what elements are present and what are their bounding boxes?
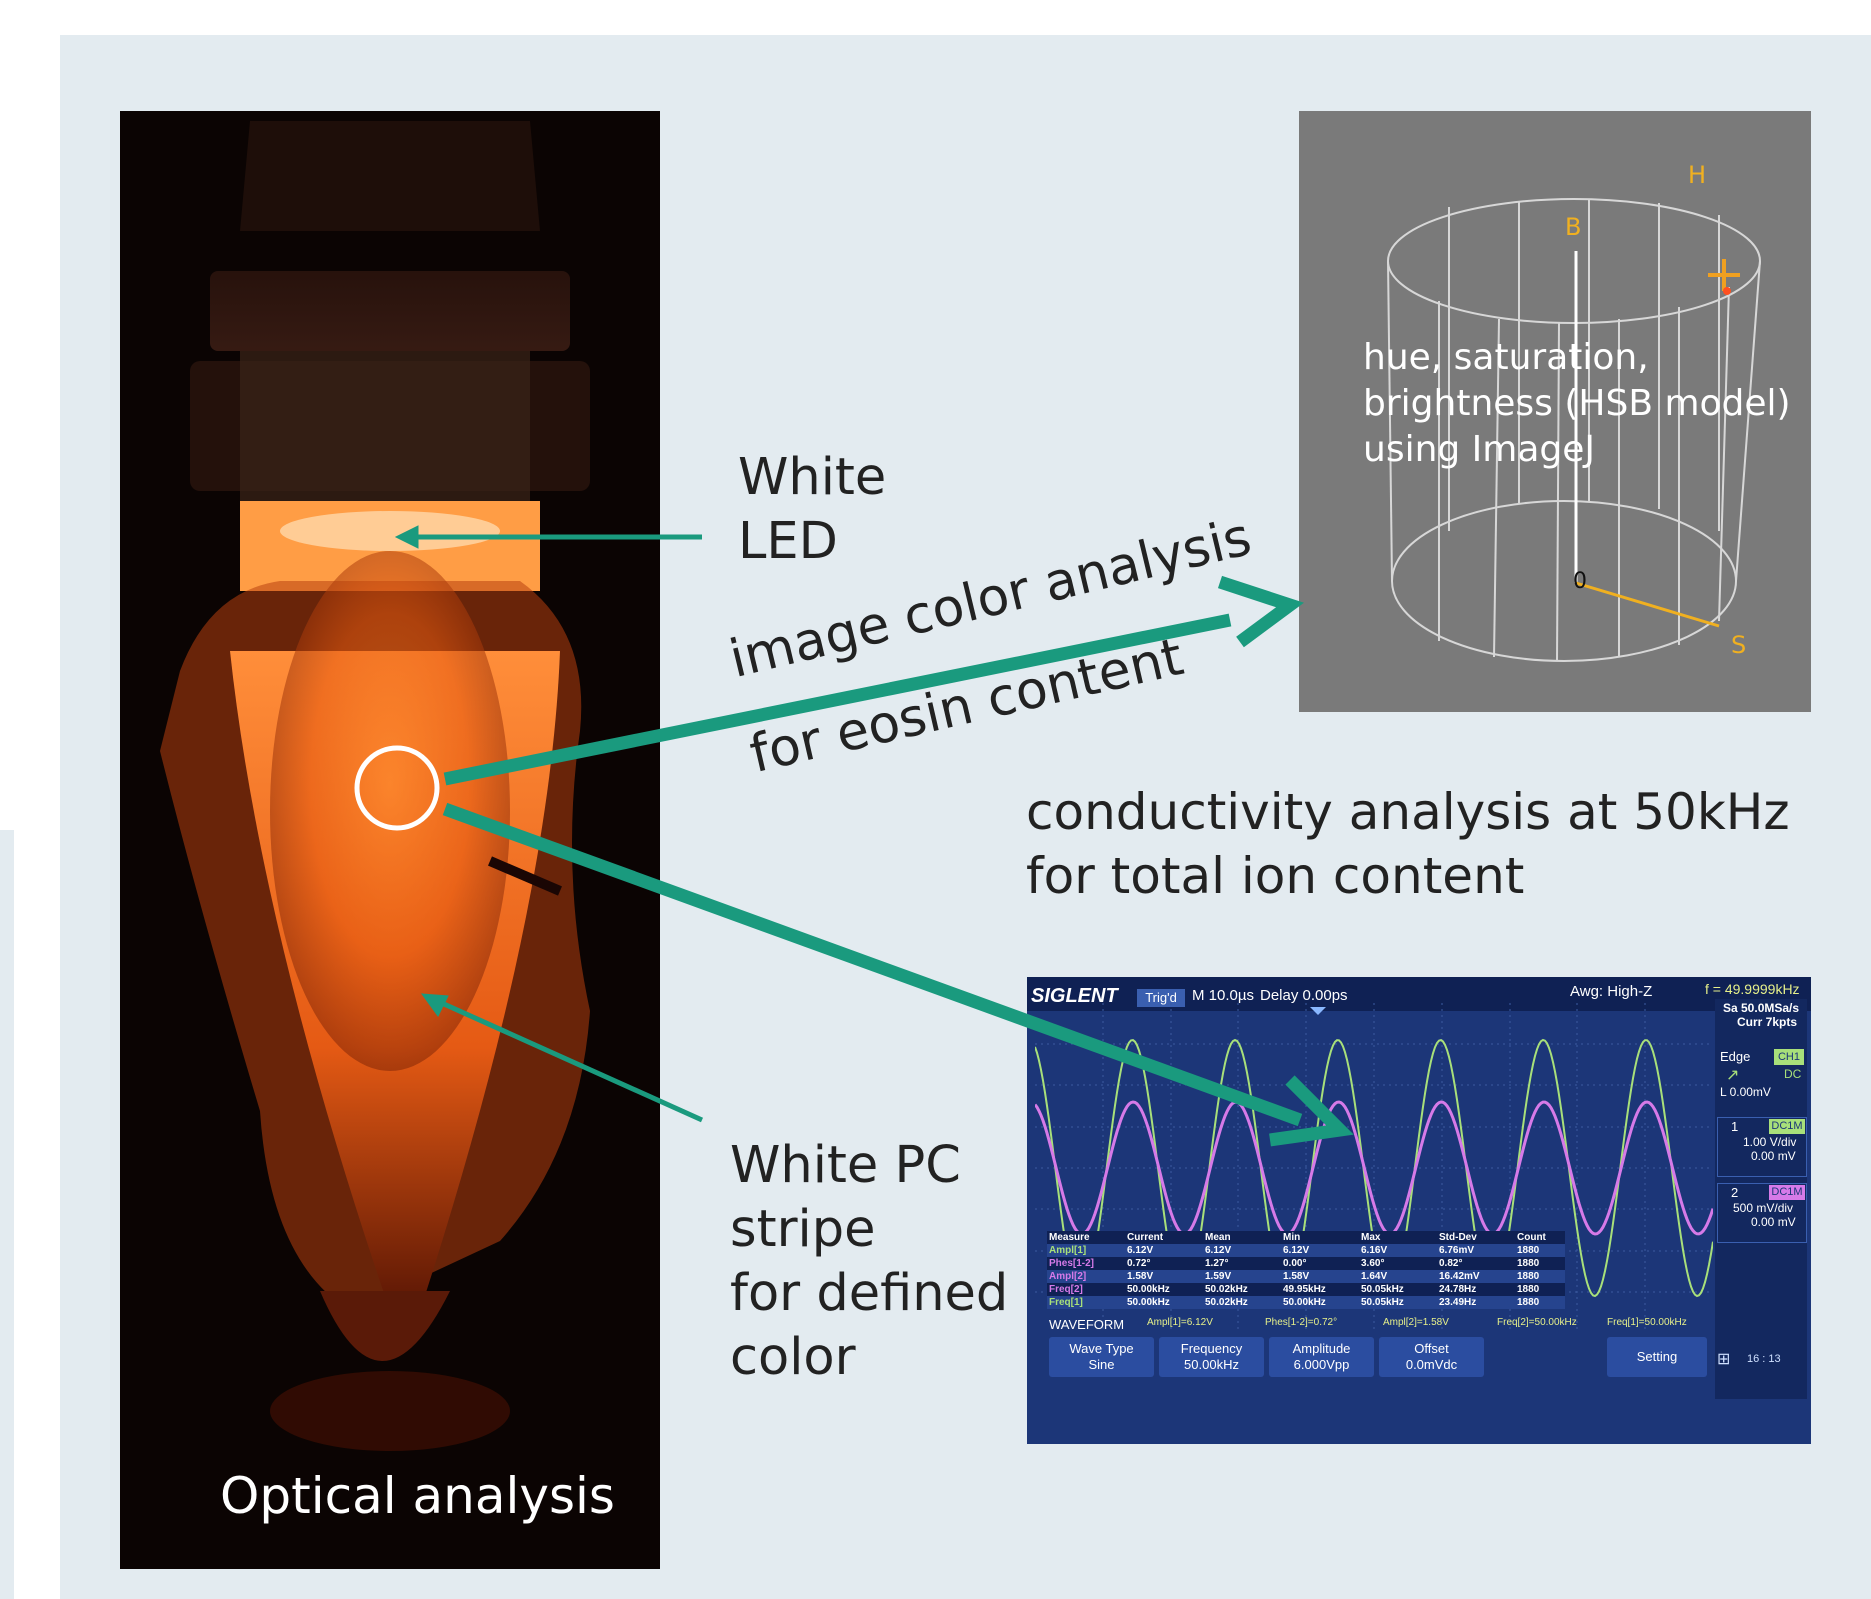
table-cell: Ampl[2] xyxy=(1047,1270,1125,1283)
sample-rate-label: Sa 50.0MSa/s xyxy=(1723,1001,1800,1015)
ch2-num: 2 xyxy=(1731,1185,1739,1200)
amplitude-button[interactable]: Amplitude 6.000Vpp xyxy=(1269,1337,1374,1377)
ch1-trigger-badge: CH1 xyxy=(1774,1049,1804,1065)
left-edge-strip xyxy=(0,830,14,1599)
ch1-scale: 1.00 V/div xyxy=(1743,1135,1797,1149)
hsb-cylinder xyxy=(1387,198,1761,662)
ch1-coupling-badge: DC1M xyxy=(1769,1119,1805,1134)
sample-circle xyxy=(354,745,440,831)
table-header-cell: Current xyxy=(1125,1231,1203,1244)
waveform-label: WAVEFORM xyxy=(1049,1317,1125,1332)
table-cell: Phes[1-2] xyxy=(1047,1257,1125,1270)
network-icon: ⊞ xyxy=(1717,1351,1731,1368)
table-cell: 50.00kHz xyxy=(1125,1283,1203,1296)
table-cell: 50.02kHz xyxy=(1203,1296,1281,1309)
ch1-offset: 0.00 mV xyxy=(1751,1149,1796,1163)
page-indicator: 16 : 13 xyxy=(1747,1353,1781,1365)
status-item: Freq[1]=50.00kHz xyxy=(1607,1317,1687,1328)
frequency-button[interactable]: Frequency 50.00kHz xyxy=(1159,1337,1264,1377)
status-item: Phes[1-2]=0.72° xyxy=(1265,1317,1338,1328)
level-label: L 0.00mV xyxy=(1720,1085,1771,1099)
crosshair-icon xyxy=(1708,259,1740,291)
table-cell: Ampl[1] xyxy=(1047,1244,1125,1257)
table-header-cell: Min xyxy=(1281,1231,1359,1244)
table-cell: 24.78Hz xyxy=(1437,1283,1515,1296)
status-item: Freq[2]=50.00kHz xyxy=(1497,1317,1577,1328)
ch2-offset: 0.00 mV xyxy=(1751,1215,1796,1229)
table-cell: 1.58V xyxy=(1125,1270,1203,1283)
table-cell: 23.49Hz xyxy=(1437,1296,1515,1309)
table-cell: 0.00° xyxy=(1281,1257,1359,1270)
trigger-position-marker xyxy=(1310,1007,1326,1015)
table-cell: 1.59V xyxy=(1203,1270,1281,1283)
ch1-num: 1 xyxy=(1731,1119,1739,1134)
axis-s-label: S xyxy=(1731,631,1747,659)
table-cell: 49.95kHz xyxy=(1281,1283,1359,1296)
dc-label: DC xyxy=(1784,1067,1802,1081)
table-cell: 1.64V xyxy=(1359,1270,1437,1283)
conductivity-label: conductivity analysis at 50kHz for total… xyxy=(1026,783,1790,905)
table-cell: 6.16V xyxy=(1359,1244,1437,1257)
table-cell: 1880 xyxy=(1515,1283,1565,1296)
table-cell: 1880 xyxy=(1515,1257,1565,1270)
acq-label: Awg: High-Z xyxy=(1570,983,1653,1000)
optical-analysis-label: Optical analysis xyxy=(220,1467,615,1525)
table-header-cell: Count xyxy=(1515,1231,1565,1244)
status-item: Ampl[2]=1.58V xyxy=(1383,1317,1449,1328)
table-cell: 0.82° xyxy=(1437,1257,1515,1270)
table-cell: Freq[2] xyxy=(1047,1283,1125,1296)
wave-type-button[interactable]: Wave Type Sine xyxy=(1049,1337,1154,1377)
table-cell: 1880 xyxy=(1515,1270,1565,1283)
table-cell: 6.76mV xyxy=(1437,1244,1515,1257)
table-cell: 50.00kHz xyxy=(1281,1296,1359,1309)
table-cell: 6.12V xyxy=(1203,1244,1281,1257)
table-cell: 6.12V xyxy=(1281,1244,1359,1257)
status-item: Ampl[1]=6.12V xyxy=(1147,1317,1213,1328)
measurement-table: Measure Current Mean Min Max Std-Dev Count Ampl… xyxy=(1047,1231,1565,1309)
timebase-label: M 10.0µs xyxy=(1192,987,1254,1004)
table-cell: 1880 xyxy=(1515,1296,1565,1309)
table-cell: 16.42mV xyxy=(1437,1270,1515,1283)
table-cell: 50.05kHz xyxy=(1359,1296,1437,1309)
offset-button[interactable]: Offset 0.0mVdc xyxy=(1379,1337,1484,1377)
white-pc-stripe-label: White PC stripe for defined color xyxy=(730,1136,1009,1387)
white-led-label: White LED xyxy=(738,448,887,571)
edge-label: Edge xyxy=(1720,1049,1751,1064)
setting-button[interactable]: Setting xyxy=(1607,1337,1707,1377)
table-header-cell: Std-Dev xyxy=(1437,1231,1515,1244)
oscilloscope-screen: SIGLENT Trig'd M 10.0µs Delay 0.00ps Awg… xyxy=(1027,977,1811,1444)
table-header-cell: Measure xyxy=(1047,1231,1125,1244)
ch2-coupling-badge: DC1M xyxy=(1769,1185,1805,1200)
curr-label: Curr 7kpts xyxy=(1737,1015,1798,1029)
delay-label: Delay 0.00ps xyxy=(1260,987,1348,1004)
table-cell: 1880 xyxy=(1515,1244,1565,1257)
freq-label: f = 49.9999kHz xyxy=(1705,981,1800,997)
table-cell: 6.12V xyxy=(1125,1244,1203,1257)
ch2-scale: 500 mV/div xyxy=(1733,1201,1794,1215)
axis-h-label: H xyxy=(1688,161,1707,189)
ch2-waveform xyxy=(1035,1100,1713,1236)
hsb-panel: H B S 0 hue, saturation, brightness (HSB… xyxy=(1299,111,1811,712)
rising-edge-icon: ↗ xyxy=(1726,1067,1740,1084)
table-cell: 1.58V xyxy=(1281,1270,1359,1283)
table-cell: 50.02kHz xyxy=(1203,1283,1281,1296)
table-header-cell: Max xyxy=(1359,1231,1437,1244)
table-cell: 0.72° xyxy=(1125,1257,1203,1270)
origin-label: 0 xyxy=(1573,569,1587,594)
table-cell: 50.00kHz xyxy=(1125,1296,1203,1309)
tube-photo xyxy=(120,111,660,1569)
table-header-cell: Mean xyxy=(1203,1231,1281,1244)
table-cell: 50.05kHz xyxy=(1359,1283,1437,1296)
table-cell: 3.60° xyxy=(1359,1257,1437,1270)
table-cell: 1.27° xyxy=(1203,1257,1281,1270)
table-cell: Freq[1] xyxy=(1047,1296,1125,1309)
axis-b-label: B xyxy=(1565,213,1582,241)
hsb-caption: hue, saturation, brightness (HSB model) … xyxy=(1363,337,1791,470)
